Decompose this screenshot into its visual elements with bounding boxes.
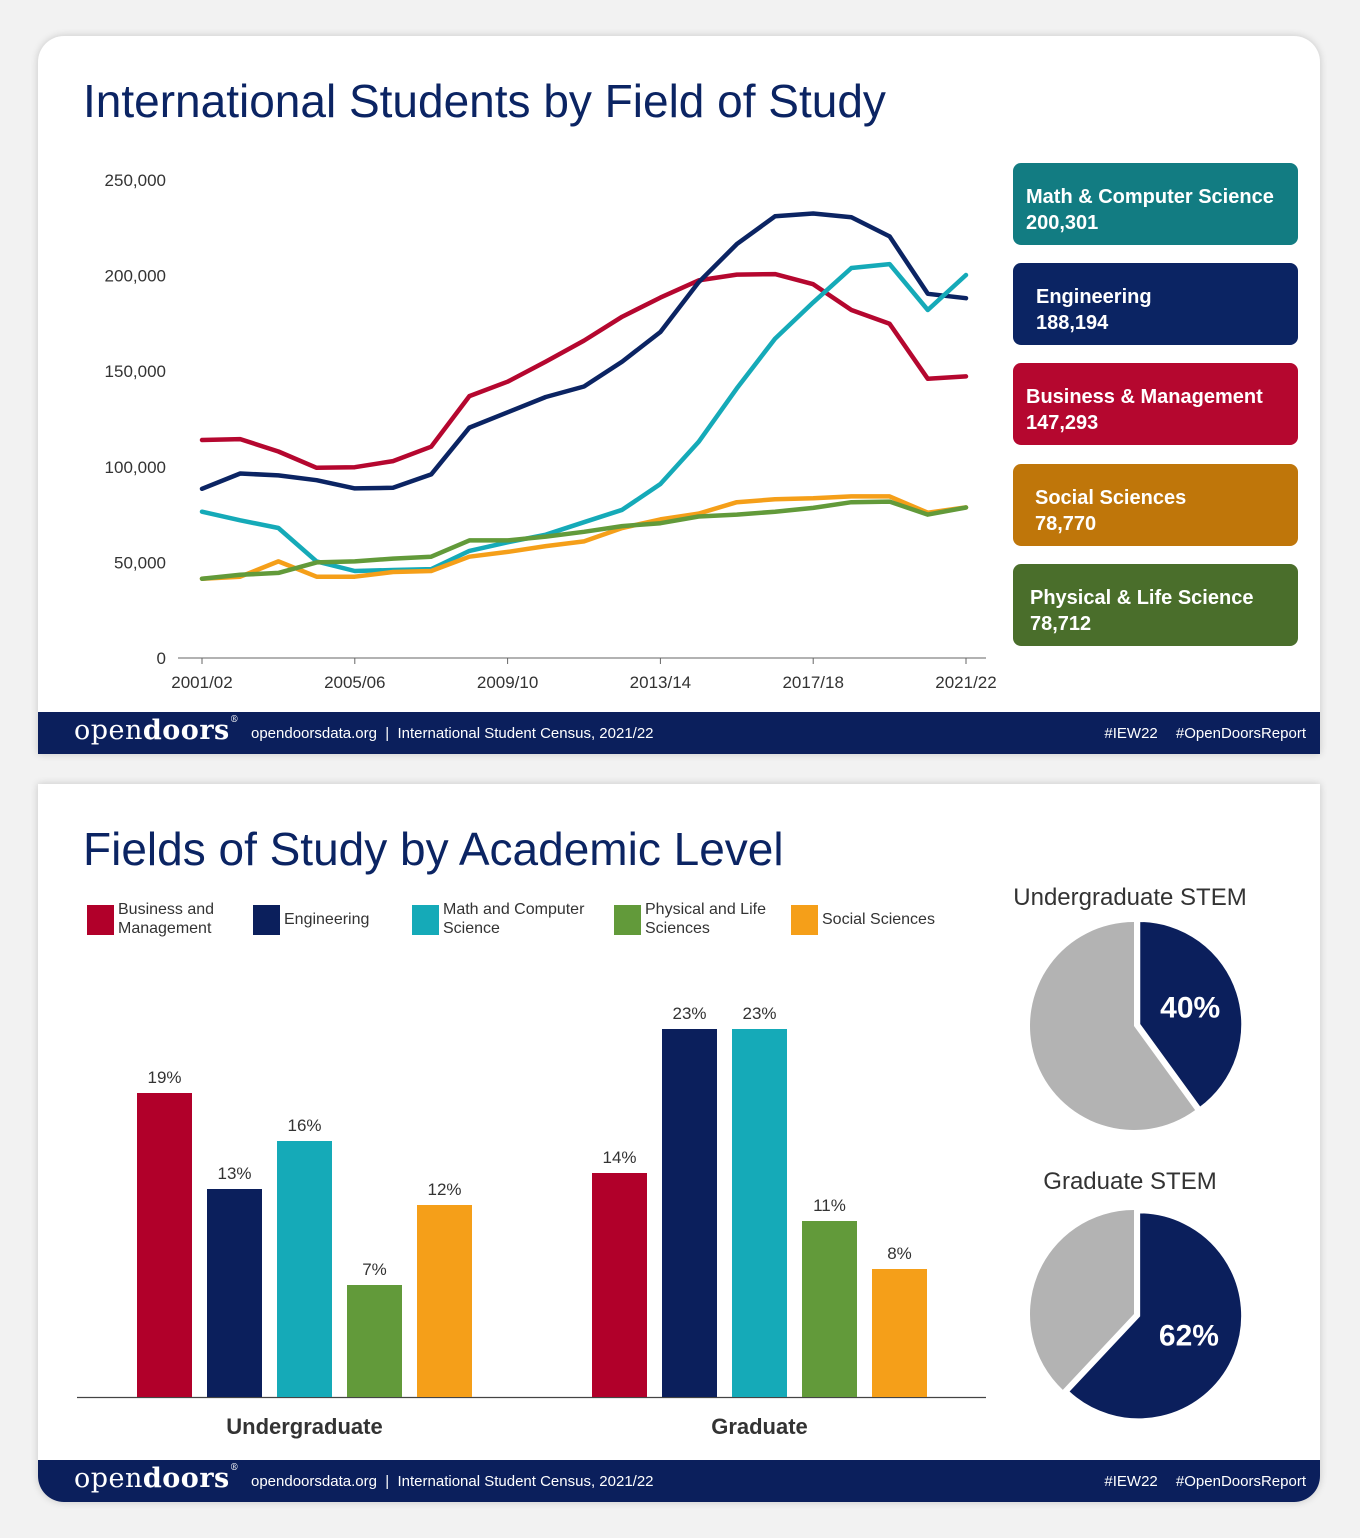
legend-math-cs-value: 200,301 <box>1026 212 1099 234</box>
pie-chart-graduate: 62% <box>1030 1210 1245 1422</box>
category-label: Graduate <box>711 1414 808 1439</box>
x-tick-label: 2009/10 <box>477 673 538 692</box>
y-tick-label: 150,000 <box>105 362 166 381</box>
opendoors-logo: opendoors® <box>74 715 240 746</box>
bar-value-label: 7% <box>362 1260 387 1279</box>
legend-swatch <box>791 905 818 935</box>
legend-swatch <box>87 905 114 935</box>
series-line-math-computer-science <box>199 261 969 574</box>
opendoors-logo: opendoors® <box>74 1463 240 1494</box>
pie-title-undergrad: Undergraduate STEM <box>1013 884 1247 911</box>
hashtag-iew22[interactable]: #IEW22 <box>1104 725 1158 742</box>
legend-label: Social Sciences <box>822 911 935 928</box>
footer-hashtags: #IEW22 #OpenDoorsReport <box>1090 1473 1306 1490</box>
legend-engineering-name: Engineering <box>1036 286 1152 308</box>
legend-swatch <box>614 905 641 935</box>
bar <box>662 1029 717 1397</box>
x-tick-label: 2021/22 <box>935 673 996 692</box>
bar <box>417 1205 472 1397</box>
line-chart-panel: International Students by Field of Study… <box>38 36 1320 754</box>
x-tick-label: 2001/02 <box>171 673 232 692</box>
bar <box>137 1093 192 1397</box>
series-line-engineering <box>199 211 969 492</box>
series-line-physical-life-science <box>199 499 969 581</box>
y-tick-label: 100,000 <box>105 458 166 477</box>
x-tick-label: 2017/18 <box>782 673 843 692</box>
legend-swatch <box>253 905 280 935</box>
legend-social-sciences: Social Sciences 78,770 <box>1013 464 1298 546</box>
bar-chart: 19% 13% 16% 7% 12% Undergraduate 14% 23% 23% 11% 8… <box>77 1004 986 1439</box>
bar-value-label: 19% <box>147 1068 181 1087</box>
footer-source-link[interactable]: opendoorsdata.org | International Studen… <box>251 1473 654 1490</box>
footer-bar: opendoors® opendoorsdata.org | Internati… <box>38 712 1320 754</box>
bar-value-label: 13% <box>217 1164 251 1183</box>
pie-slice-label: 62% <box>1159 1320 1219 1353</box>
bar <box>207 1189 262 1397</box>
y-tick-label: 50,000 <box>114 553 166 572</box>
footer-source-link[interactable]: opendoorsdata.org | International Studen… <box>251 725 654 742</box>
line-chart-title: International Students by Field of Study <box>83 75 886 127</box>
legend-label: Math and Computer Science <box>443 901 585 937</box>
bar <box>592 1173 647 1397</box>
hashtag-iew22[interactable]: #IEW22 <box>1104 1473 1158 1490</box>
pie-slice-stem <box>1065 1210 1245 1422</box>
bar-value-label: 14% <box>602 1148 636 1167</box>
bar-value-label: 23% <box>672 1004 706 1023</box>
y-tick-label: 0 <box>157 649 166 668</box>
legend-social-sciences-name: Social Sciences <box>1035 487 1187 509</box>
y-tick-label: 250,000 <box>105 171 166 190</box>
legend-math-cs: Math & Computer Science 200,301 <box>1013 163 1298 245</box>
bar-value-label: 12% <box>427 1180 461 1199</box>
bar-chart-title: Fields of Study by Academic Level <box>83 823 784 875</box>
bar <box>277 1141 332 1397</box>
bar-value-label: 16% <box>287 1116 321 1135</box>
footer-bar: opendoors® opendoorsdata.org | Internati… <box>38 1460 1320 1502</box>
bar <box>802 1221 857 1397</box>
hashtag-opendoorsreport[interactable]: #OpenDoorsReport <box>1175 725 1306 742</box>
hashtag-opendoorsreport[interactable]: #OpenDoorsReport <box>1175 1473 1306 1490</box>
y-tick-label: 200,000 <box>105 267 166 286</box>
bar-value-label: 8% <box>887 1244 912 1263</box>
bar-value-label: 23% <box>742 1004 776 1023</box>
pie-slice-other <box>1030 1210 1134 1390</box>
legend-label: Physical and Life Sciences <box>645 901 766 937</box>
legend-physical-life-name: Physical & Life Science <box>1030 587 1254 609</box>
legend-physical-life: Physical & Life Science 78,712 <box>1013 564 1298 646</box>
legend-business-name: Business & Management <box>1026 386 1263 408</box>
bar-chart-panel: Fields of Study by Academic Level Busine… <box>38 784 1320 1502</box>
footer-hashtags: #IEW22 #OpenDoorsReport <box>1090 725 1306 742</box>
legend-engineering: Engineering 188,194 <box>1013 263 1298 345</box>
series-line-business-management <box>199 271 969 471</box>
legend-physical-life-value: 78,712 <box>1030 613 1092 635</box>
legend-label: Engineering <box>284 911 370 928</box>
bar <box>347 1285 402 1397</box>
bar <box>872 1269 927 1397</box>
legend-social-sciences-value: 78,770 <box>1035 513 1097 535</box>
legend-engineering-value: 188,194 <box>1036 312 1109 334</box>
legend-label: Business and Management <box>118 901 215 937</box>
legend-math-cs-name: Math & Computer Science <box>1026 186 1274 208</box>
pie-slice-label: 40% <box>1160 992 1220 1025</box>
category-label: Undergraduate <box>226 1414 382 1439</box>
pie-chart-undergrad: 40% <box>1030 918 1245 1130</box>
legend-business: Business & Management 147,293 <box>1013 363 1298 445</box>
pie-slice-stem <box>1137 918 1245 1111</box>
x-tick-label: 2013/14 <box>630 673 691 692</box>
line-chart: 0 50,000 100,000 150,000 200,000 250,000 2001/… <box>105 171 997 692</box>
series-line-social-sciences <box>199 494 969 581</box>
legend-swatch <box>412 905 439 935</box>
bar-value-label: 11% <box>813 1196 846 1215</box>
legend-business-value: 147,293 <box>1026 412 1099 434</box>
pie-title-graduate: Graduate STEM <box>1043 1168 1217 1195</box>
x-tick-label: 2005/06 <box>324 673 385 692</box>
pie-slice-other <box>1030 922 1196 1130</box>
bar <box>732 1029 787 1397</box>
